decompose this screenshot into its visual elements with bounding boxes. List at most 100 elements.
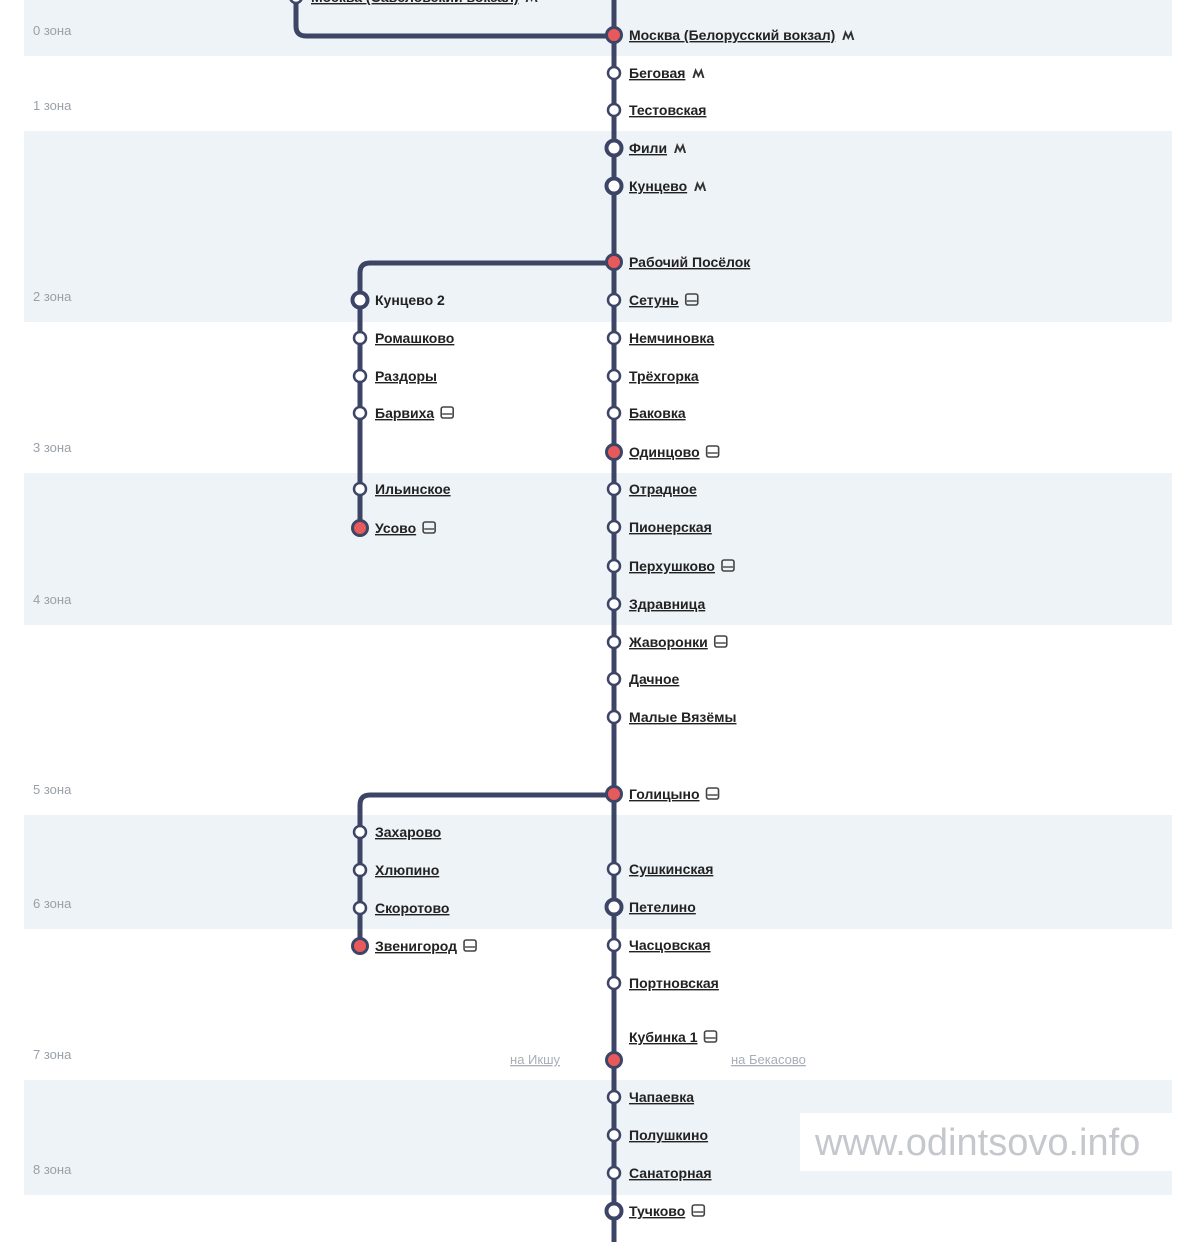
station-name[interactable]: Санаторная (629, 1165, 712, 1181)
station (352, 824, 368, 840)
station-name[interactable]: Дачное (629, 671, 680, 687)
zone-label: 0 зона (33, 23, 72, 38)
station (606, 709, 622, 725)
station-name[interactable]: Голицыно (629, 786, 700, 802)
station (606, 1089, 622, 1105)
station (606, 861, 622, 877)
station-name[interactable]: Москва (Савёловский вокзал) (311, 0, 519, 5)
station-name[interactable]: Портновская (629, 975, 719, 991)
station-transfer (351, 937, 369, 955)
station-name[interactable]: Фили (629, 140, 667, 156)
station-name[interactable]: Полушкино (629, 1127, 708, 1143)
station-name[interactable]: Чапаевка (629, 1089, 694, 1105)
station (606, 596, 622, 612)
station-name[interactable]: Петелино (629, 899, 696, 915)
zone-bands (24, 0, 1172, 1195)
station-name[interactable]: Малые Вязёмы (629, 709, 736, 725)
station (606, 519, 622, 535)
station (606, 65, 622, 81)
station-name[interactable]: Ромашково (375, 330, 454, 346)
station-transfer (605, 785, 623, 803)
station (352, 481, 368, 497)
direction-label[interactable]: на Бекасово (731, 1052, 806, 1067)
station-name[interactable]: Раздоры (375, 368, 437, 384)
bus-icon (440, 406, 454, 419)
zone-label: 7 зона (33, 1047, 72, 1062)
bus-icon (705, 445, 720, 458)
station-transfer (605, 253, 623, 271)
station-major (604, 176, 624, 196)
station-major (604, 1201, 624, 1221)
station-name[interactable]: Усово (375, 520, 416, 536)
zone-label: 5 зона (33, 782, 72, 797)
station-name[interactable]: Кунцево (629, 178, 687, 194)
station-name[interactable]: Москва (Белорусский вокзал) (629, 27, 835, 43)
station-name[interactable]: Скоротово (375, 900, 449, 916)
station-name[interactable]: Здравница (629, 596, 705, 612)
station-name[interactable]: Трёхгорка (629, 368, 699, 384)
station-name[interactable]: Сушкинская (629, 861, 713, 877)
station-name[interactable]: Звенигород (375, 938, 457, 954)
station (606, 937, 622, 953)
station (606, 558, 622, 574)
station-name[interactable]: Рабочий Посёлок (629, 254, 751, 270)
zone-label: 4 зона (33, 592, 72, 607)
metro-icon (842, 30, 855, 40)
station (606, 1165, 622, 1181)
station-transfer (605, 443, 623, 461)
watermark-bg (800, 1113, 1188, 1171)
station-name[interactable]: Беговая (629, 65, 685, 81)
station (606, 292, 622, 308)
station (352, 368, 368, 384)
station-transfer (351, 519, 369, 537)
bus-icon (691, 1204, 706, 1217)
bus-icon (422, 521, 436, 534)
bus-icon (703, 1030, 718, 1043)
station (606, 102, 622, 118)
station-name[interactable]: Перхушково (629, 558, 715, 574)
bus-icon (721, 559, 735, 572)
zone-label: 3 зона (33, 440, 72, 455)
metro-icon (674, 143, 687, 153)
station (606, 671, 622, 687)
station-major (350, 290, 370, 310)
zone-label: 6 зона (33, 896, 72, 911)
zone-label: 1 зона (33, 98, 72, 113)
station-major (604, 897, 624, 917)
station-name[interactable]: Немчиновка (629, 330, 714, 346)
station-name[interactable]: Ильинское (375, 481, 451, 497)
station-name[interactable]: Часцовская (629, 937, 711, 953)
bus-icon (463, 939, 477, 952)
station-major (604, 138, 624, 158)
station (352, 330, 368, 346)
station (606, 975, 622, 991)
station-name[interactable]: Тучково (629, 1203, 685, 1219)
metro-icon (694, 181, 707, 191)
station-name[interactable]: Жаворонки (628, 634, 708, 650)
station-name[interactable]: Хлюпино (375, 862, 439, 878)
station-name[interactable]: Барвиха (375, 405, 434, 421)
station-name[interactable]: Пионерская (629, 519, 712, 535)
metro-icon (692, 68, 705, 78)
watermark: www.odintsovo.info (814, 1122, 1140, 1164)
station-name[interactable]: Кубинка 1 (629, 1029, 698, 1045)
bus-icon (713, 635, 728, 648)
station-name[interactable]: Сетунь (629, 292, 679, 308)
station-name[interactable]: Захарово (375, 824, 441, 840)
direction-label[interactable]: на Икшу (510, 1052, 560, 1067)
station-transfer (605, 26, 623, 44)
station-name[interactable]: Тестовская (629, 102, 706, 118)
station-name: Кунцево 2 (375, 292, 445, 308)
station (606, 634, 622, 650)
station (606, 330, 622, 346)
lines (293, 0, 725, 1242)
zone-label: 2 зона (33, 289, 72, 304)
station-name[interactable]: Одинцово (629, 444, 700, 460)
zone-label: 8 зона (33, 1162, 72, 1177)
station (289, 0, 303, 5)
station-name[interactable]: Баковка (629, 405, 686, 421)
station (606, 481, 622, 497)
station (606, 405, 622, 421)
station-name[interactable]: Отрадное (629, 481, 697, 497)
